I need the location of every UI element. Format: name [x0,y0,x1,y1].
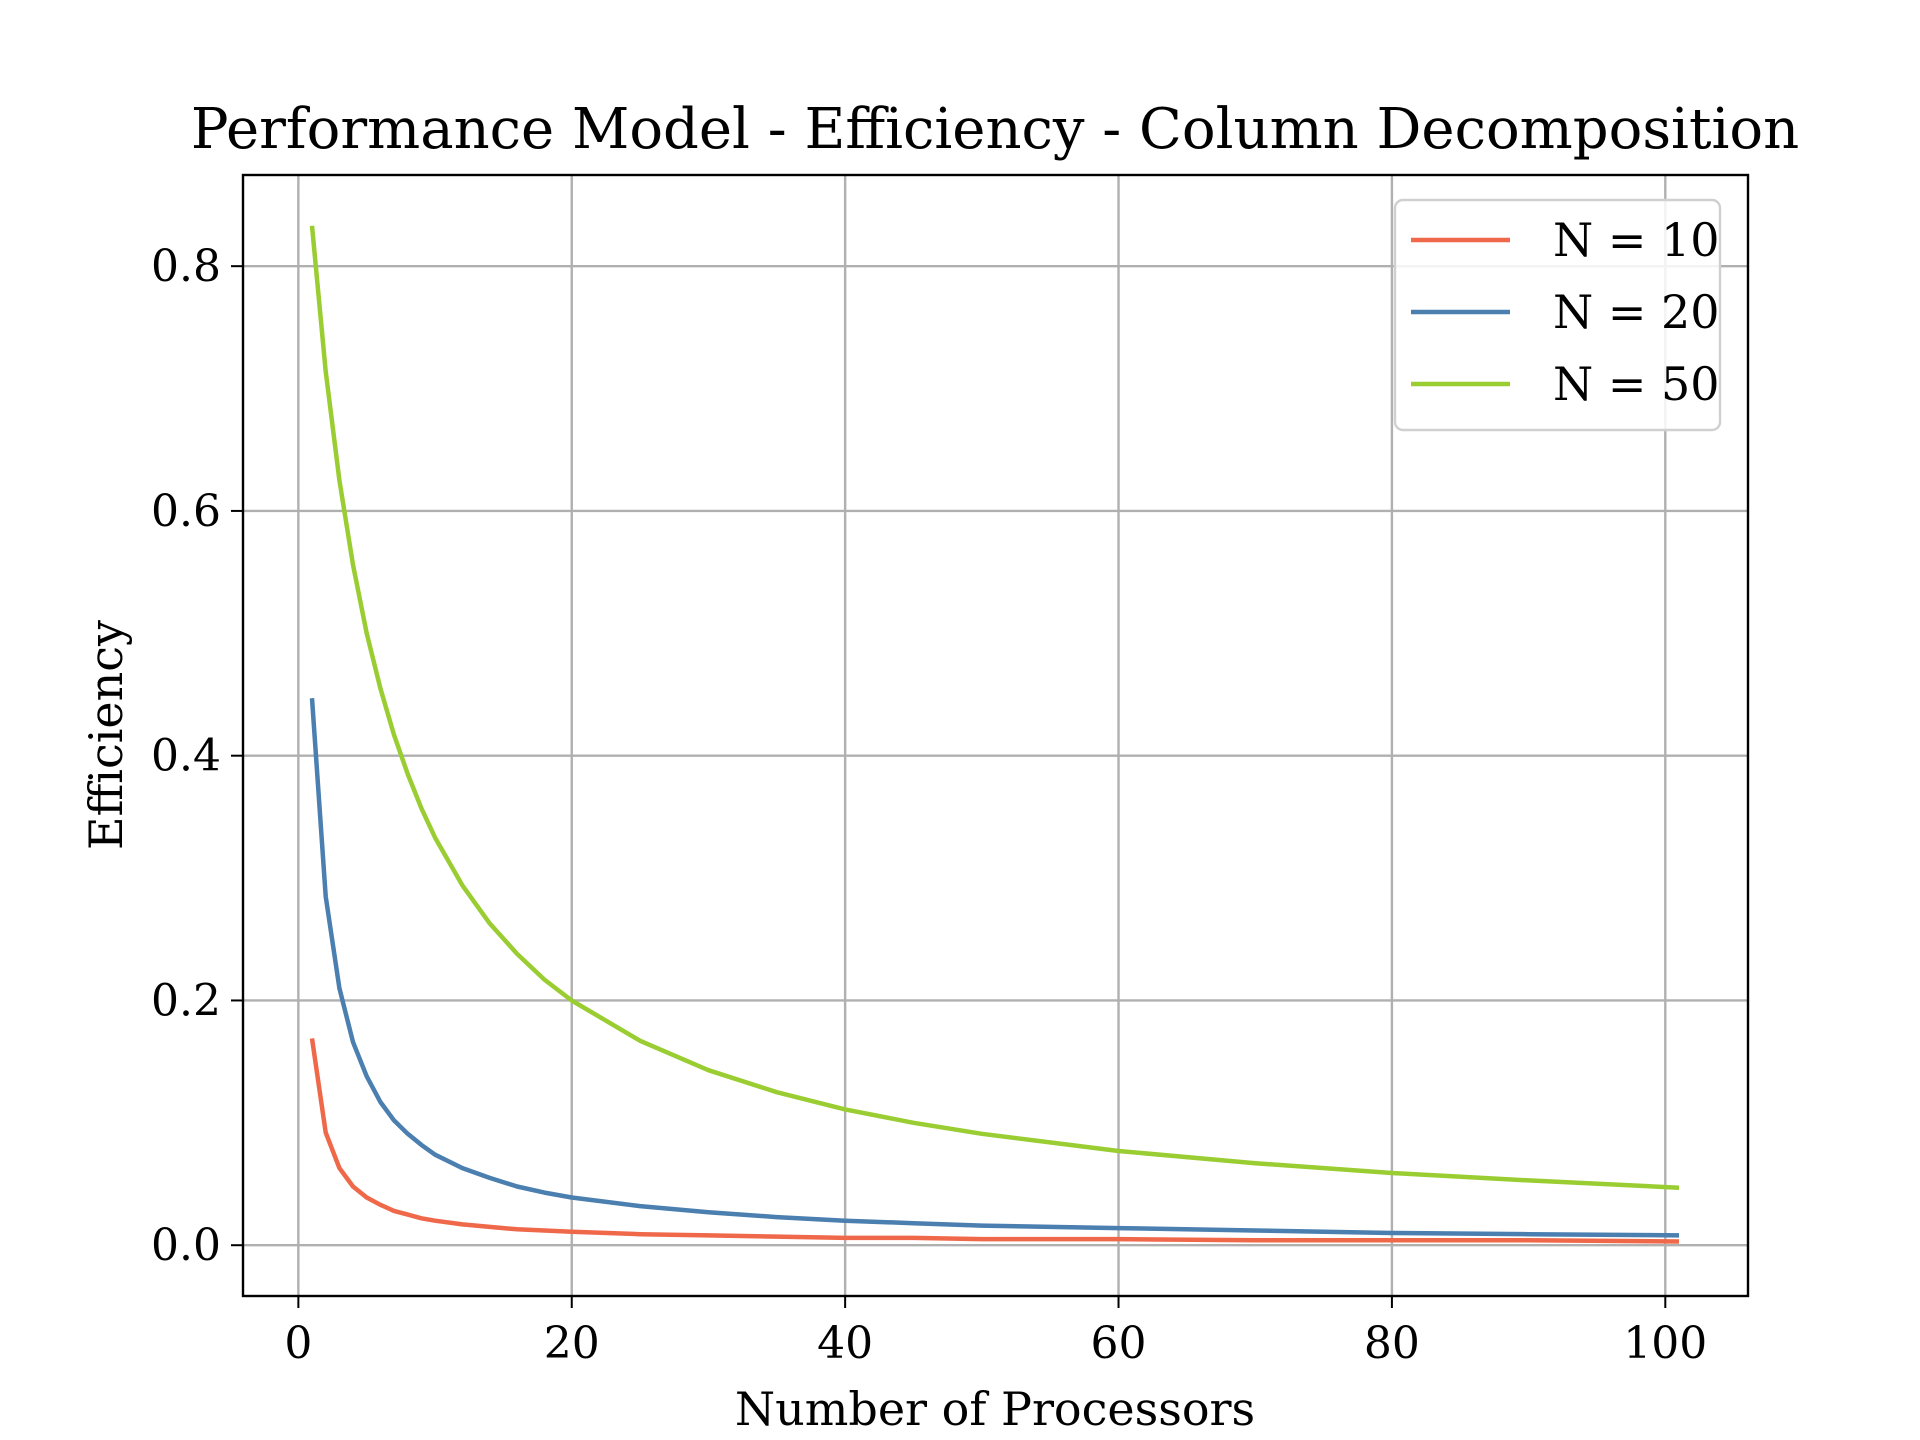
x-axis-label: Number of Processors [735,1382,1255,1436]
x-tick-label: 80 [1364,1318,1420,1369]
y-tick-label: 0.8 [151,241,221,292]
y-tick-label: 0.6 [151,486,221,537]
x-axis: 0 20 40 60 80 100 [284,1296,1707,1369]
series-line-1 [309,1038,1680,1244]
legend-label: N = 20 [1553,285,1720,339]
legend-label: N = 10 [1553,213,1720,267]
series-line-3 [309,225,1680,1190]
legend-label: N = 50 [1553,357,1720,411]
y-tick-label: 0.0 [151,1220,221,1271]
y-axis: 0.0 0.2 0.4 0.6 0.8 [151,241,243,1271]
x-tick-label: 20 [544,1318,600,1369]
y-axis-label: Efficiency [79,620,133,850]
legend-box [1393,198,1722,432]
plot-frame [241,173,1750,1298]
chart-title: Performance Model - Efficiency - Column … [191,97,1799,162]
y-tick-label: 0.2 [151,975,221,1026]
x-tick-label: 100 [1623,1318,1707,1369]
x-tick-label: 0 [284,1318,312,1369]
series-line-2 [309,698,1680,1238]
x-tick-label: 60 [1091,1318,1147,1369]
x-tick-label: 40 [817,1318,873,1369]
series-layer [309,225,1680,1244]
legend: N = 10 N = 20 N = 50 [1393,198,1722,432]
y-tick-label: 0.4 [151,731,221,782]
